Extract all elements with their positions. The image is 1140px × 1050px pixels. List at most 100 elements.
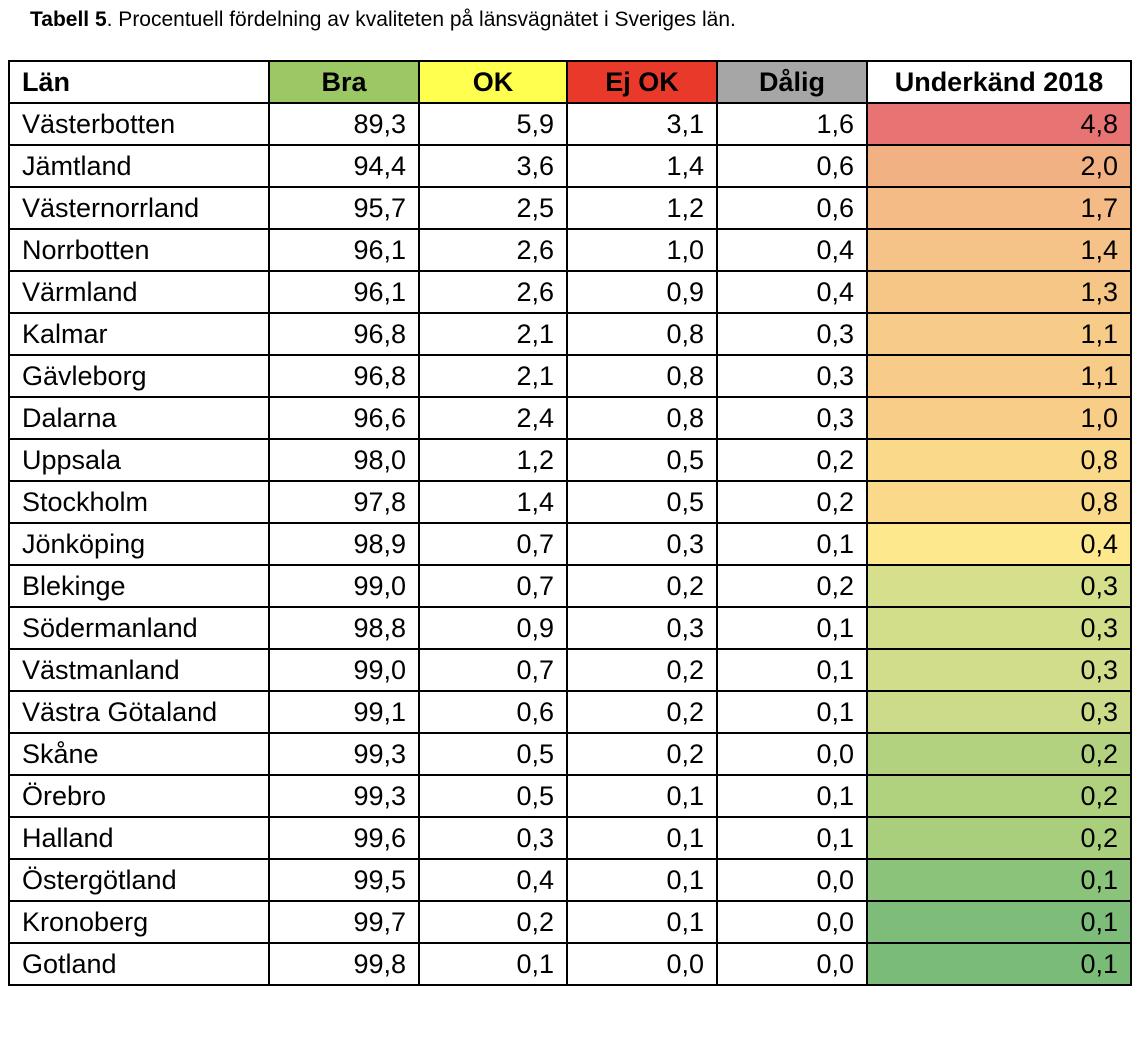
county-cell: Västernorrland	[8, 186, 270, 230]
value-cell: 0,1	[716, 816, 868, 860]
value-cell: 0,2	[716, 480, 868, 524]
value-cell: 0,6	[418, 690, 568, 734]
table-row: Norrbotten 96,1 2,6 1,0 0,4 1,4	[8, 228, 1132, 272]
value-cell: 0,3	[716, 312, 868, 356]
value-cell: 94,4	[268, 144, 420, 188]
value-cell: 0,8	[866, 480, 1132, 524]
county-cell: Örebro	[8, 774, 270, 818]
value-cell: 0,0	[716, 732, 868, 776]
table-title: Tabell 5. Procentuell fördelning av kval…	[30, 8, 736, 32]
table-row: Örebro 99,3 0,5 0,1 0,1 0,2	[8, 774, 1132, 818]
value-cell: 1,1	[866, 354, 1132, 398]
county-cell: Västmanland	[8, 648, 270, 692]
header-cell: Bra	[268, 60, 420, 104]
table-row: Skåne 99,3 0,5 0,2 0,0 0,2	[8, 732, 1132, 776]
value-cell: 99,3	[268, 732, 420, 776]
value-cell: 89,3	[268, 102, 420, 146]
value-cell: 0,1	[418, 942, 568, 986]
value-cell: 1,2	[418, 438, 568, 482]
value-cell: 0,9	[566, 270, 718, 314]
county-cell: Skåne	[8, 732, 270, 776]
value-cell: 2,5	[418, 186, 568, 230]
table-row: Västernorrland 95,7 2,5 1,2 0,6 1,7	[8, 186, 1132, 230]
value-cell: 1,4	[866, 228, 1132, 272]
value-cell: 0,1	[716, 648, 868, 692]
value-cell: 0,0	[716, 942, 868, 986]
table-row: Blekinge 99,0 0,7 0,2 0,2 0,3	[8, 564, 1132, 608]
value-cell: 0,2	[566, 690, 718, 734]
value-cell: 2,0	[866, 144, 1132, 188]
table: Län Bra OK Ej OK Dålig Underkänd 2018 Västerb…	[8, 60, 1132, 986]
table-row: Kalmar 96,8 2,1 0,8 0,3 1,1	[8, 312, 1132, 356]
county-cell: Blekinge	[8, 564, 270, 608]
value-cell: 0,5	[418, 732, 568, 776]
value-cell: 0,5	[566, 480, 718, 524]
value-cell: 0,2	[716, 564, 868, 608]
value-cell: 0,1	[566, 858, 718, 902]
table-row: Västra Götaland 99,1 0,6 0,2 0,1 0,3	[8, 690, 1132, 734]
table-row: Stockholm 97,8 1,4 0,5 0,2 0,8	[8, 480, 1132, 524]
county-cell: Västra Götaland	[8, 690, 270, 734]
value-cell: 0,2	[418, 900, 568, 944]
value-cell: 99,0	[268, 564, 420, 608]
value-cell: 0,1	[866, 942, 1132, 986]
value-cell: 0,7	[418, 648, 568, 692]
county-cell: Östergötland	[8, 858, 270, 902]
county-cell: Dalarna	[8, 396, 270, 440]
value-cell: 0,6	[716, 186, 868, 230]
value-cell: 99,3	[268, 774, 420, 818]
value-cell: 0,5	[566, 438, 718, 482]
value-cell: 3,1	[566, 102, 718, 146]
value-cell: 1,6	[716, 102, 868, 146]
value-cell: 0,1	[716, 522, 868, 566]
value-cell: 1,3	[866, 270, 1132, 314]
value-cell: 0,8	[866, 438, 1132, 482]
value-cell: 98,8	[268, 606, 420, 650]
table-row: Västmanland 99,0 0,7 0,2 0,1 0,3	[8, 648, 1132, 692]
county-cell: Västerbotten	[8, 102, 270, 146]
value-cell: 0,8	[566, 312, 718, 356]
table-row: Västerbotten 89,3 5,9 3,1 1,6 4,8	[8, 102, 1132, 146]
value-cell: 0,4	[418, 858, 568, 902]
value-cell: 0,0	[566, 942, 718, 986]
county-cell: Södermanland	[8, 606, 270, 650]
value-cell: 5,9	[418, 102, 568, 146]
value-cell: 98,9	[268, 522, 420, 566]
value-cell: 98,0	[268, 438, 420, 482]
value-cell: 1,4	[566, 144, 718, 188]
value-cell: 0,3	[566, 606, 718, 650]
value-cell: 2,6	[418, 270, 568, 314]
value-cell: 0,2	[566, 564, 718, 608]
county-cell: Jönköping	[8, 522, 270, 566]
value-cell: 0,3	[418, 816, 568, 860]
value-cell: 0,1	[866, 858, 1132, 902]
table-row: Uppsala 98,0 1,2 0,5 0,2 0,8	[8, 438, 1132, 482]
header-cell: OK	[418, 60, 568, 104]
value-cell: 0,3	[866, 564, 1132, 608]
value-cell: 1,1	[866, 312, 1132, 356]
value-cell: 0,3	[866, 690, 1132, 734]
value-cell: 99,1	[268, 690, 420, 734]
value-cell: 0,3	[716, 354, 868, 398]
value-cell: 0,5	[418, 774, 568, 818]
table-row: Kronoberg 99,7 0,2 0,1 0,0 0,1	[8, 900, 1132, 944]
value-cell: 0,2	[866, 732, 1132, 776]
value-cell: 0,2	[866, 774, 1132, 818]
value-cell: 97,8	[268, 480, 420, 524]
value-cell: 0,7	[418, 522, 568, 566]
value-cell: 99,7	[268, 900, 420, 944]
table-row: Värmland 96,1 2,6 0,9 0,4 1,3	[8, 270, 1132, 314]
value-cell: 0,3	[716, 396, 868, 440]
value-cell: 0,4	[716, 270, 868, 314]
table-row: Gotland 99,8 0,1 0,0 0,0 0,1	[8, 942, 1132, 986]
value-cell: 1,0	[866, 396, 1132, 440]
county-cell: Kalmar	[8, 312, 270, 356]
title-text: . Procentuell fördelning av kvaliteten p…	[106, 8, 736, 31]
value-cell: 99,6	[268, 816, 420, 860]
value-cell: 1,0	[566, 228, 718, 272]
table-row: Jönköping 98,9 0,7 0,3 0,1 0,4	[8, 522, 1132, 566]
value-cell: 2,4	[418, 396, 568, 440]
value-cell: 0,1	[566, 774, 718, 818]
value-cell: 0,1	[566, 816, 718, 860]
value-cell: 1,2	[566, 186, 718, 230]
